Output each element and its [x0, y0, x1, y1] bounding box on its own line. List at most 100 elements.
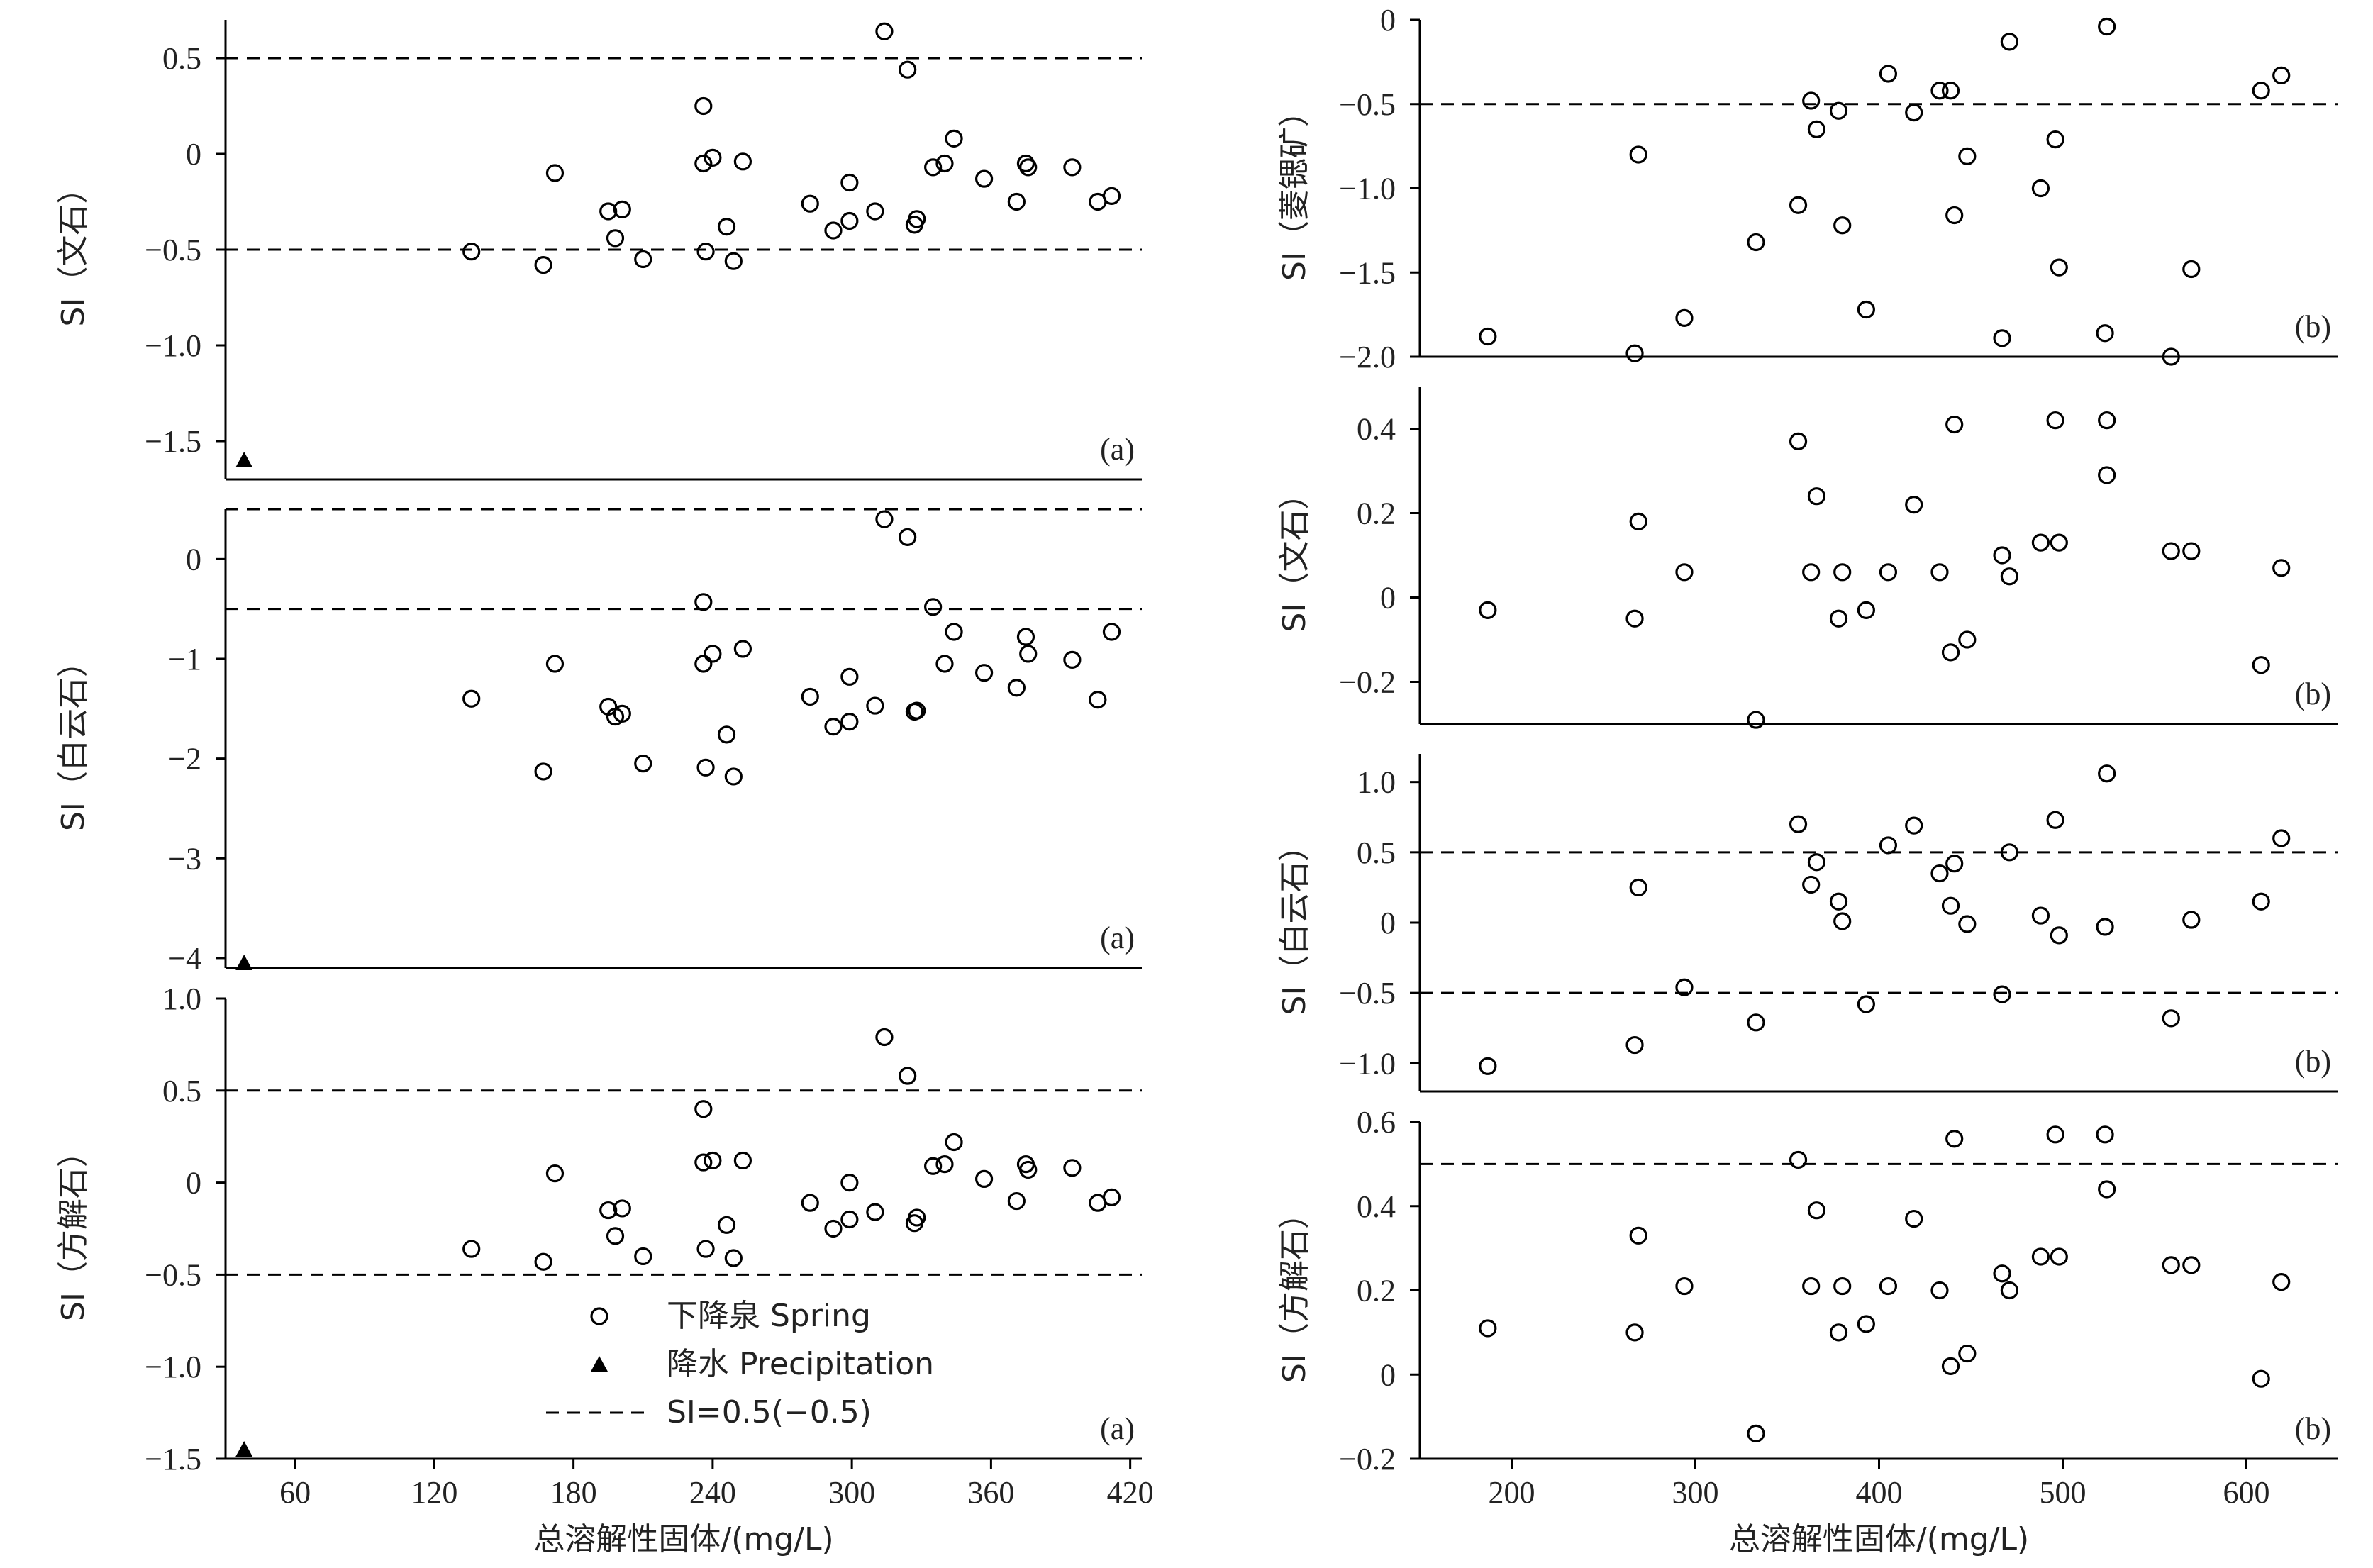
y-tick-label: −1.5: [1339, 255, 1396, 290]
spring-point: [1993, 329, 2011, 347]
precipitation-point: [235, 954, 253, 970]
spring-point: [724, 767, 743, 786]
y-tick-label: 0: [186, 1166, 201, 1201]
spring-point: [545, 164, 565, 182]
spring-point: [924, 598, 943, 616]
y-tick-label: 0: [1380, 581, 1396, 616]
spring-point: [2098, 764, 2116, 783]
spring-point: [1941, 82, 1960, 100]
spring-point: [733, 152, 752, 171]
spring-point: [696, 758, 715, 777]
spring-point: [1625, 1323, 1644, 1342]
spring-point: [866, 696, 884, 715]
spring-point: [974, 1169, 994, 1189]
spring-point: [704, 1151, 722, 1170]
x-tick-label: 120: [411, 1475, 457, 1510]
spring-point: [2162, 542, 2180, 560]
y-tick-label: −0.2: [1339, 1442, 1396, 1477]
spring-point: [2252, 1369, 2270, 1388]
spring-point: [899, 528, 917, 546]
spring-point: [2050, 258, 2068, 277]
spring-point: [824, 221, 843, 240]
spring-point: [2096, 918, 2114, 936]
y-tick-label: 0.5: [162, 41, 201, 76]
spring-point: [1479, 601, 1497, 619]
legend-spring-marker: [590, 1307, 608, 1325]
spring-point: [1993, 546, 2011, 565]
spring-point: [1807, 487, 1826, 506]
spring-point: [694, 1153, 713, 1172]
spring-point: [840, 712, 859, 731]
spring-point: [2252, 82, 2270, 100]
spring-point: [2098, 411, 2116, 430]
spring-point: [935, 154, 954, 173]
spring-point: [1479, 1057, 1497, 1075]
spring-point: [634, 1247, 652, 1266]
spring-point: [1857, 995, 1875, 1013]
spring-point: [935, 655, 954, 673]
legend-entry: SI=0.5(−0.5): [667, 1394, 872, 1430]
spring-point: [696, 1240, 715, 1258]
spring-point: [462, 689, 481, 708]
spring-point: [1747, 711, 1765, 729]
spring-point: [2272, 829, 2291, 847]
y-axis-title: SI（菱锶矿）: [1277, 96, 1313, 281]
panel-left-2: 1.0 0.5 0 −0.5 −1.0 −1.5 60 120 180 240 300 360 420 总…: [55, 982, 1154, 1557]
spring-point: [1675, 1277, 1694, 1296]
spring-point: [974, 664, 994, 682]
spring-point: [2046, 811, 2064, 829]
y-tick-label: 0.4: [1357, 412, 1396, 447]
spring-point: [1905, 104, 1923, 122]
spring-point: [606, 1227, 625, 1245]
spring-point: [1807, 1201, 1826, 1220]
spring-point: [1479, 1319, 1497, 1338]
spring-point: [840, 1210, 859, 1229]
spring-point: [1007, 192, 1026, 211]
spring-point: [1019, 645, 1038, 663]
spring-point: [840, 1173, 859, 1192]
spring-point: [462, 243, 481, 261]
x-tick-label: 240: [689, 1475, 736, 1510]
spring-point: [1747, 1424, 1765, 1442]
y-tick-label: −0.5: [145, 233, 201, 267]
spring-point: [724, 1249, 743, 1267]
spring-point: [2046, 411, 2064, 430]
spring-point: [2162, 347, 2180, 366]
spring-point: [1789, 1150, 1808, 1169]
spring-point: [866, 202, 884, 221]
spring-point: [935, 1155, 954, 1174]
spring-point: [1958, 630, 1977, 649]
spring-point: [2050, 1247, 2068, 1266]
spring-point: [1993, 1264, 2011, 1283]
panel-label: (b): [2295, 1044, 2331, 1079]
spring-point: [2182, 1256, 2201, 1274]
spring-point: [724, 252, 743, 270]
spring-point: [1833, 1277, 1852, 1296]
panel-left-0: 0.5 0 −0.5 −1.0 −1.5 SI（文石） (a): [55, 20, 1142, 481]
spring-point: [1958, 1344, 1977, 1363]
y-axis-title: SI（白云石）: [55, 646, 91, 831]
spring-point: [1945, 855, 1964, 873]
spring-point: [534, 256, 552, 274]
spring-point: [717, 218, 736, 236]
panel-label: (a): [1100, 432, 1135, 467]
spring-point: [801, 687, 819, 706]
spring-point: [1879, 563, 1898, 582]
spring-point: [534, 762, 552, 781]
spring-point: [1629, 512, 1647, 531]
spring-point: [1089, 691, 1107, 709]
spring-point: [694, 154, 713, 173]
panel-right-4: 0.4 0.2 0 −0.2 SI（文石） (b): [1277, 387, 2338, 729]
spring-point: [2162, 1256, 2180, 1274]
spring-point: [2098, 1180, 2116, 1199]
spring-point: [945, 1133, 963, 1152]
x-tick-label: 60: [279, 1475, 311, 1510]
spring-point: [1102, 623, 1121, 641]
y-tick-label: 0: [1380, 3, 1396, 38]
y-axis-title: SI（方解石）: [1277, 1198, 1313, 1383]
spring-point: [2096, 324, 2114, 343]
x-axis-title: 总溶解性固体/(mg/L): [1729, 1521, 2029, 1557]
spring-point: [1802, 875, 1821, 894]
spring-point: [634, 250, 652, 269]
spring-point: [2046, 130, 2064, 149]
